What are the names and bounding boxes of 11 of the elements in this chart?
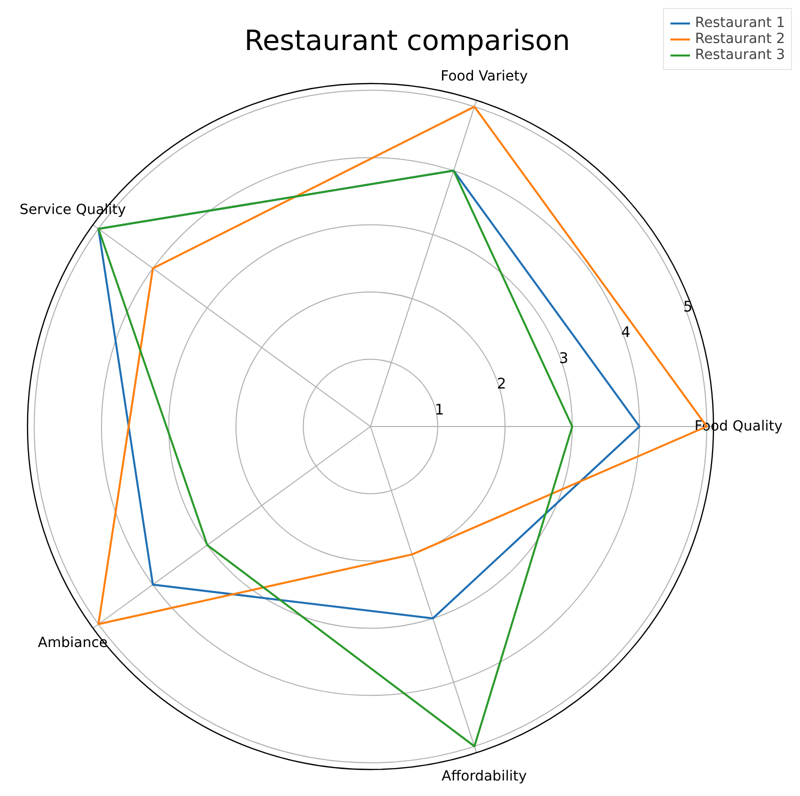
legend-label: Restaurant 3 xyxy=(694,47,785,63)
y-tick-label: 2 xyxy=(496,376,506,393)
y-tick-label: 5 xyxy=(683,298,693,316)
legend-label: Restaurant 2 xyxy=(694,31,785,47)
y-tick-label: 3 xyxy=(558,350,568,367)
text: Restaurant comparison xyxy=(244,24,570,57)
legend-label: Restaurant 1 xyxy=(694,15,785,31)
spoke-label: Affordability xyxy=(442,768,527,784)
spoke-label: Food Variety xyxy=(440,68,528,85)
y-tick-label: 4 xyxy=(621,324,630,342)
y-tick-label: 1 xyxy=(434,401,444,418)
